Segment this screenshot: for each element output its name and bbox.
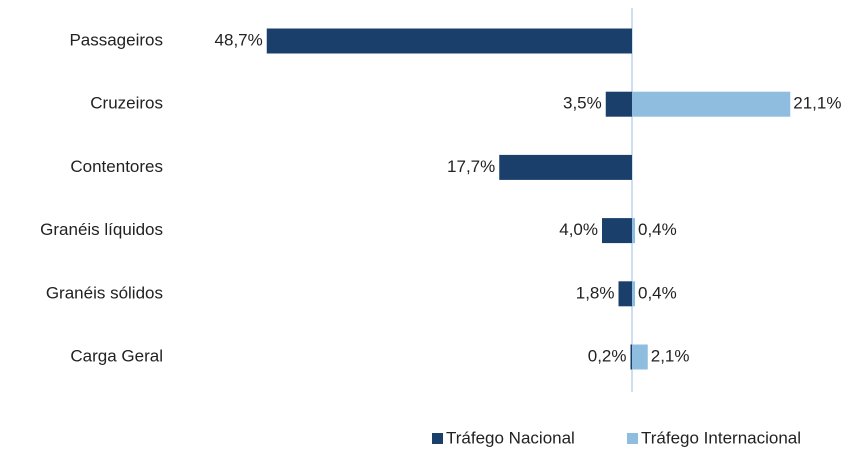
legend-swatch [627,433,638,444]
bar [618,281,632,307]
value-label: 1,8% [576,283,615,302]
category-label: Granéis líquidos [40,220,163,239]
category-label: Contentores [70,157,163,176]
bar [632,91,791,117]
bar [605,91,632,117]
category-label: Granéis sólidos [46,283,163,302]
value-label: 3,5% [563,94,602,113]
bar [632,281,635,307]
bar [630,344,632,370]
legend-label: Tráfego Internacional [641,428,801,447]
value-label: 0,2% [588,346,627,365]
bar [632,218,635,244]
category-label: Cruzeiros [90,94,163,113]
bar [499,154,632,180]
value-label: 48,7% [215,30,263,49]
value-label: 4,0% [559,220,598,239]
legend-label: Tráfego Nacional [446,428,575,447]
bar [632,344,648,370]
value-label: 0,4% [638,220,677,239]
bar [266,28,632,54]
legend-swatch [432,433,443,444]
value-label: 17,7% [447,157,495,176]
value-label: 21,1% [793,94,841,113]
value-label: 0,4% [638,283,677,302]
value-label: 2,1% [651,346,690,365]
bar [602,218,632,244]
category-label: Carga Geral [70,346,163,365]
category-label: Passageiros [69,30,163,49]
